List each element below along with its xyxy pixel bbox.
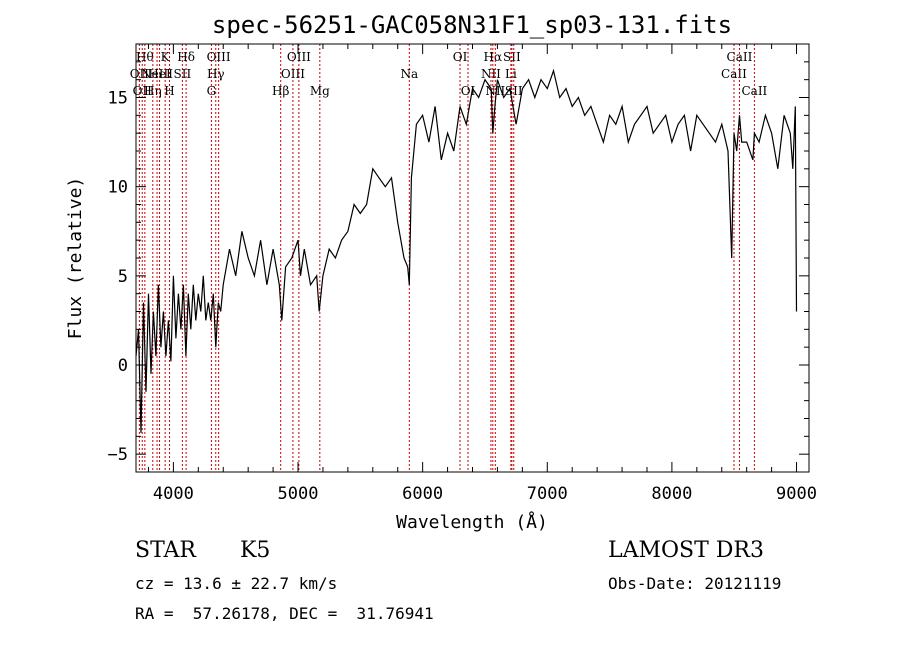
line-marker-label-8: SII (174, 67, 192, 81)
y-tick-label-10: 10 (108, 178, 128, 198)
sky-coordinates: RA = 57.26178, DEC = 31.76941 (135, 604, 434, 623)
line-marker-label-1: OII (133, 84, 153, 98)
line-marker-label-12: OIII (207, 50, 231, 64)
y-axis-ticks: −5 0 5 10 15 (108, 61, 809, 465)
object-class: STAR (135, 538, 196, 563)
redshift-velocity: cz = 13.6 ± 22.7 km/s (135, 574, 338, 593)
subclass: K5 (240, 538, 271, 563)
spectrum-series (135, 68, 798, 433)
line-marker-label-16: Mg (310, 84, 330, 98)
y-tick-label--5: −5 (108, 445, 128, 465)
line-marker-label-9: Hδ (177, 50, 195, 64)
line-marker-label-15: OIII (287, 50, 311, 64)
plot-frame (135, 43, 810, 473)
line-marker-label-21: Hα (484, 50, 503, 64)
x-tick-label-9000: 9000 (776, 484, 817, 504)
y-axis-title: Flux (relative) (65, 177, 86, 340)
y-tick-label-0: 0 (118, 356, 128, 376)
line-marker-label-13: Hβ (272, 84, 289, 98)
x-tick-label-8000: 8000 (651, 484, 692, 504)
x-tick-label-7000: 7000 (527, 484, 568, 504)
survey-name: LAMOST DR3 (608, 538, 764, 563)
line-markers: OIIOIIHθHηNeIIIHeIKHSIIHδGHγOIIIHβOIIIOI… (130, 44, 768, 472)
chart-title: spec-56251-GAC058N31F1_sp03-131.fits (212, 11, 732, 39)
line-marker-label-27: CaII (727, 50, 753, 64)
line-marker-label-11: Hγ (207, 67, 225, 81)
line-marker-label-20: NII (481, 67, 501, 81)
x-tick-label-5000: 5000 (278, 484, 319, 504)
spectrum-line-0 (135, 68, 798, 433)
x-tick-label-4000: 4000 (153, 484, 194, 504)
line-marker-label-28: CaII (741, 84, 767, 98)
line-marker-label-3: Hη (144, 84, 162, 98)
y-tick-label-15: 15 (108, 89, 128, 109)
y-tick-label-5: 5 (118, 267, 128, 287)
line-marker-label-24: SII (503, 50, 521, 64)
line-marker-label-26: CaII (721, 67, 747, 81)
line-marker-label-19: OI (461, 84, 476, 98)
line-marker-label-17: Na (400, 67, 418, 81)
line-marker-label-14: OIII (281, 67, 305, 81)
observation-date: Obs-Date: 20121119 (608, 574, 782, 593)
line-marker-label-2: Hθ (136, 50, 154, 64)
line-marker-label-10: G (207, 84, 217, 98)
line-marker-label-23: Li (505, 67, 517, 81)
x-tick-label-6000: 6000 (402, 484, 443, 504)
line-marker-label-25: SII (505, 84, 523, 98)
x-axis-title: Wavelength (Å) (396, 511, 548, 533)
line-marker-label-18: OI (453, 50, 468, 64)
x-axis-ticks: 4000 5000 6000 7000 8000 9000 (147, 44, 817, 504)
line-marker-label-5: HeI (148, 67, 171, 81)
line-marker-label-7: H (164, 84, 174, 98)
line-marker-label-6: K (161, 50, 171, 64)
